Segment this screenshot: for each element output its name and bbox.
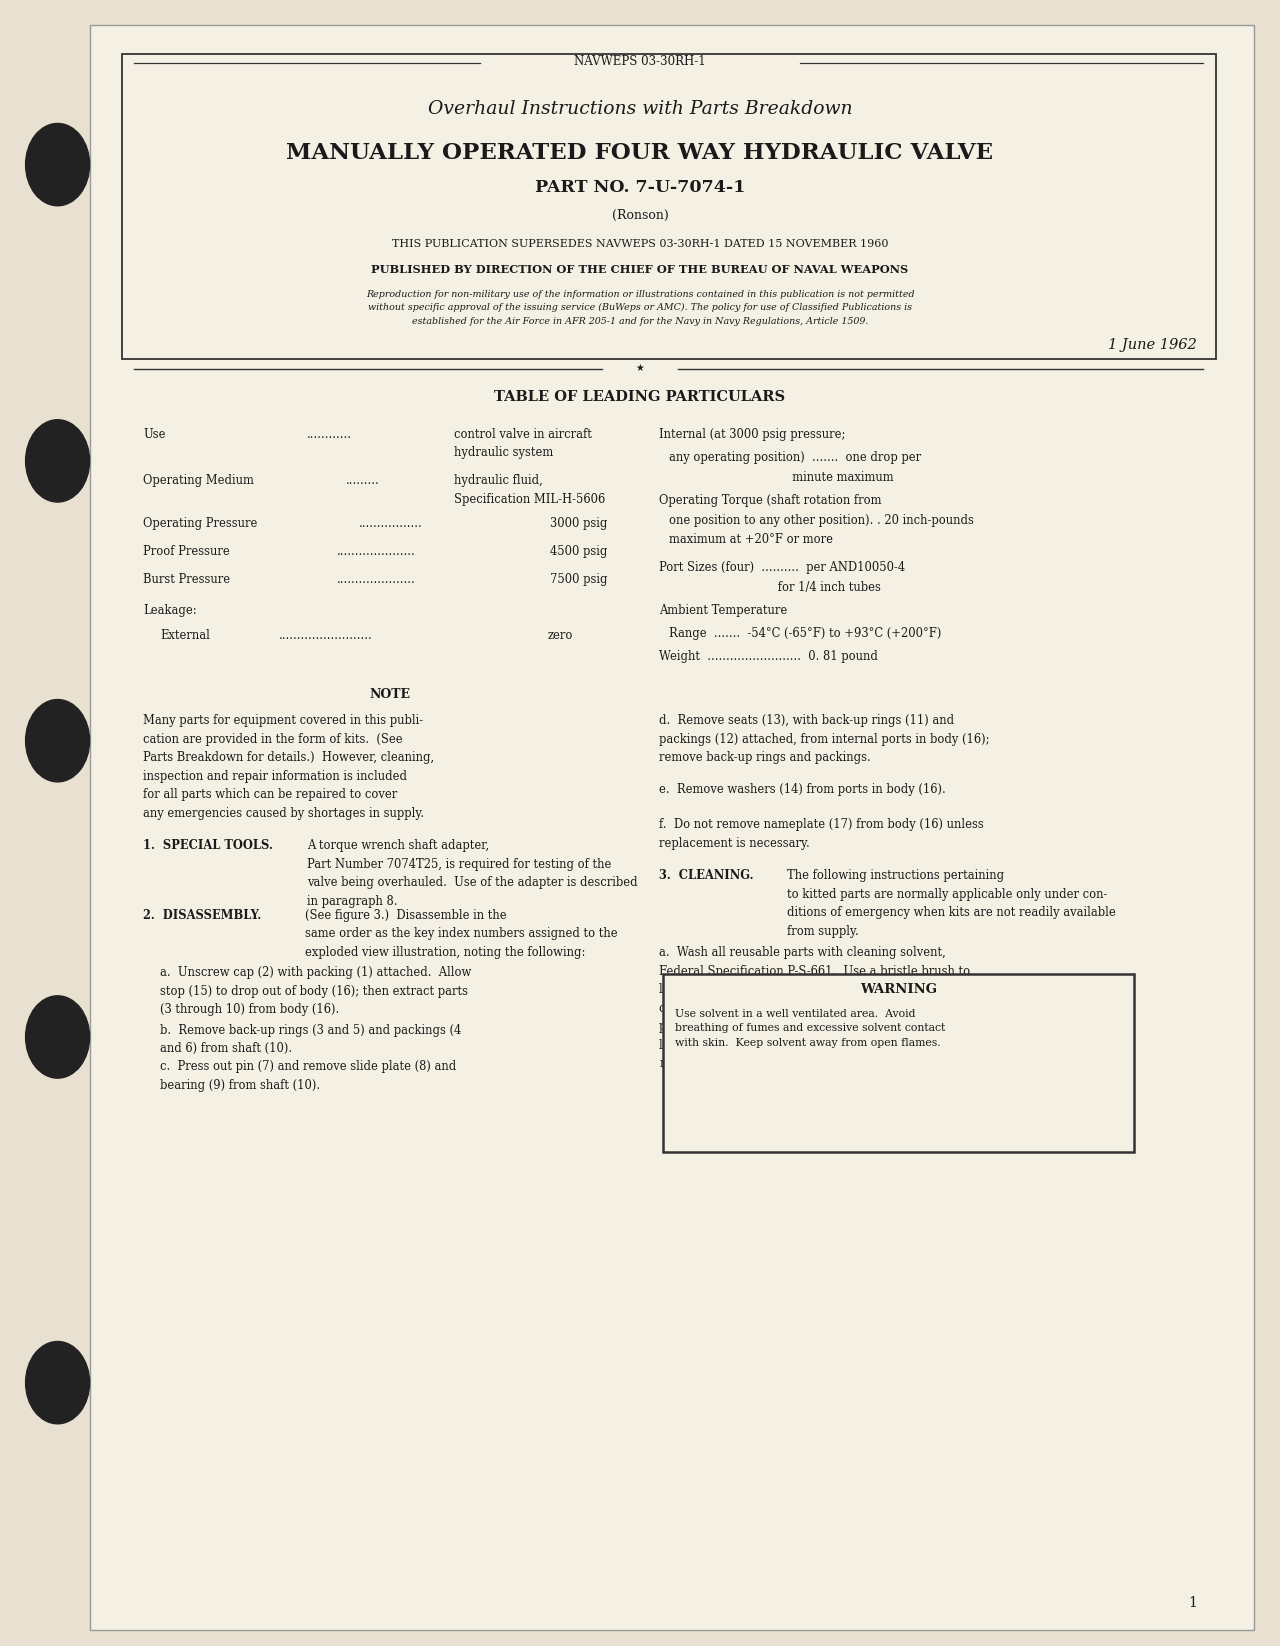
Text: 3000 psig: 3000 psig xyxy=(550,517,608,530)
Text: Range  .......  -54°C (-65°F) to +93°C (+200°F): Range ....... -54°C (-65°F) to +93°C (+2… xyxy=(669,627,942,640)
Text: e.  Remove washers (14) from ports in body (16).: e. Remove washers (14) from ports in bod… xyxy=(659,783,946,797)
Text: .................: ................. xyxy=(358,517,422,530)
Text: 7500 psig: 7500 psig xyxy=(550,573,608,586)
Text: .........................: ......................... xyxy=(279,629,372,642)
Text: .....................: ..................... xyxy=(337,545,416,558)
Text: External: External xyxy=(160,629,210,642)
Text: 3.  CLEANING.: 3. CLEANING. xyxy=(659,869,754,882)
Text: .........: ......... xyxy=(346,474,379,487)
Text: THIS PUBLICATION SUPERSEDES NAVWEPS 03-30RH-1 DATED 15 NOVEMBER 1960: THIS PUBLICATION SUPERSEDES NAVWEPS 03-3… xyxy=(392,239,888,249)
Circle shape xyxy=(26,700,90,782)
Text: Operating Medium: Operating Medium xyxy=(143,474,255,487)
Text: A torque wrench shaft adapter,
Part Number 7074T25, is required for testing of t: A torque wrench shaft adapter, Part Numb… xyxy=(307,839,637,909)
Text: PUBLISHED BY DIRECTION OF THE CHIEF OF THE BUREAU OF NAVAL WEAPONS: PUBLISHED BY DIRECTION OF THE CHIEF OF T… xyxy=(371,265,909,275)
Text: TABLE OF LEADING PARTICULARS: TABLE OF LEADING PARTICULARS xyxy=(494,390,786,403)
Text: The following instructions pertaining
to kitted parts are normally applicable on: The following instructions pertaining to… xyxy=(787,869,1116,938)
Circle shape xyxy=(26,123,90,206)
Text: Internal (at 3000 psig pressure;: Internal (at 3000 psig pressure; xyxy=(659,428,846,441)
Text: Leakage:: Leakage: xyxy=(143,604,197,617)
Bar xyxy=(122,54,1216,359)
Text: b.  Remove back-up rings (3 and 5) and packings (4
and 6) from shaft (10).: b. Remove back-up rings (3 and 5) and pa… xyxy=(160,1024,461,1055)
Text: c.  Press out pin (7) and remove slide plate (8) and
bearing (9) from shaft (10): c. Press out pin (7) and remove slide pl… xyxy=(160,1060,456,1091)
Text: Overhaul Instructions with Parts Breakdown: Overhaul Instructions with Parts Breakdo… xyxy=(428,100,852,117)
Text: NOTE: NOTE xyxy=(370,688,411,701)
Text: zero: zero xyxy=(548,629,573,642)
Text: Port Sizes (four)  ..........  per AND10050-4: Port Sizes (four) .......... per AND1005… xyxy=(659,561,905,574)
Text: maximum at +20°F or more: maximum at +20°F or more xyxy=(669,533,833,546)
Bar xyxy=(663,974,1134,1152)
Circle shape xyxy=(26,1341,90,1424)
Text: minute maximum: minute maximum xyxy=(669,471,893,484)
Text: 1.  SPECIAL TOOLS.: 1. SPECIAL TOOLS. xyxy=(143,839,273,853)
Text: f.  Do not remove nameplate (17) from body (16) unless
replacement is necessary.: f. Do not remove nameplate (17) from bod… xyxy=(659,818,984,849)
Text: NAVWEPS 03-30RH-1: NAVWEPS 03-30RH-1 xyxy=(575,56,705,67)
Text: Many parts for equipment covered in this publi-
cation are provided in the form : Many parts for equipment covered in this… xyxy=(143,714,434,820)
Text: any operating position)  .......  one drop per: any operating position) ....... one drop… xyxy=(669,451,922,464)
Text: Burst Pressure: Burst Pressure xyxy=(143,573,230,586)
Text: for 1/4 inch tubes: for 1/4 inch tubes xyxy=(669,581,882,594)
Text: 1 June 1962: 1 June 1962 xyxy=(1108,337,1197,352)
Text: a.  Wash all reusable parts with cleaning solvent,
Federal Specification P-S-661: a. Wash all reusable parts with cleaning… xyxy=(659,946,984,1070)
Text: Proof Pressure: Proof Pressure xyxy=(143,545,230,558)
Text: 4500 psig: 4500 psig xyxy=(550,545,608,558)
Text: .....................: ..................... xyxy=(337,573,416,586)
Text: Use solvent in a well ventilated area.  Avoid
breathing of fumes and excessive s: Use solvent in a well ventilated area. A… xyxy=(675,1009,945,1049)
Circle shape xyxy=(26,996,90,1078)
Text: Reproduction for non-military use of the information or illustrations contained : Reproduction for non-military use of the… xyxy=(366,290,914,326)
Text: Ambient Temperature: Ambient Temperature xyxy=(659,604,787,617)
Text: Operating Pressure: Operating Pressure xyxy=(143,517,257,530)
Text: (Ronson): (Ronson) xyxy=(612,209,668,222)
Text: Use: Use xyxy=(143,428,166,441)
Circle shape xyxy=(26,420,90,502)
Text: control valve in aircraft
hydraulic system: control valve in aircraft hydraulic syst… xyxy=(454,428,593,459)
Text: PART NO. 7-U-7074-1: PART NO. 7-U-7074-1 xyxy=(535,179,745,196)
Text: MANUALLY OPERATED FOUR WAY HYDRAULIC VALVE: MANUALLY OPERATED FOUR WAY HYDRAULIC VAL… xyxy=(287,142,993,165)
Text: a.  Unscrew cap (2) with packing (1) attached.  Allow
stop (15) to drop out of b: a. Unscrew cap (2) with packing (1) atta… xyxy=(160,966,471,1016)
Text: 2.  DISASSEMBLY.: 2. DISASSEMBLY. xyxy=(143,909,261,922)
Text: one position to any other position). . 20 inch-pounds: one position to any other position). . 2… xyxy=(669,514,974,527)
Text: d.  Remove seats (13), with back-up rings (11) and
packings (12) attached, from : d. Remove seats (13), with back-up rings… xyxy=(659,714,989,764)
Text: hydraulic fluid,
Specification MIL-H-5606: hydraulic fluid, Specification MIL-H-560… xyxy=(454,474,605,505)
Text: 1: 1 xyxy=(1188,1595,1197,1610)
Text: Weight  .........................  0. 81 pound: Weight ......................... 0. 81 p… xyxy=(659,650,878,663)
Text: (See figure 3.)  Disassemble in the
same order as the key index numbers assigned: (See figure 3.) Disassemble in the same … xyxy=(305,909,617,958)
Text: WARNING: WARNING xyxy=(860,983,937,996)
Text: Operating Torque (shaft rotation from: Operating Torque (shaft rotation from xyxy=(659,494,882,507)
Text: ★: ★ xyxy=(636,362,644,374)
Text: ............: ............ xyxy=(307,428,352,441)
